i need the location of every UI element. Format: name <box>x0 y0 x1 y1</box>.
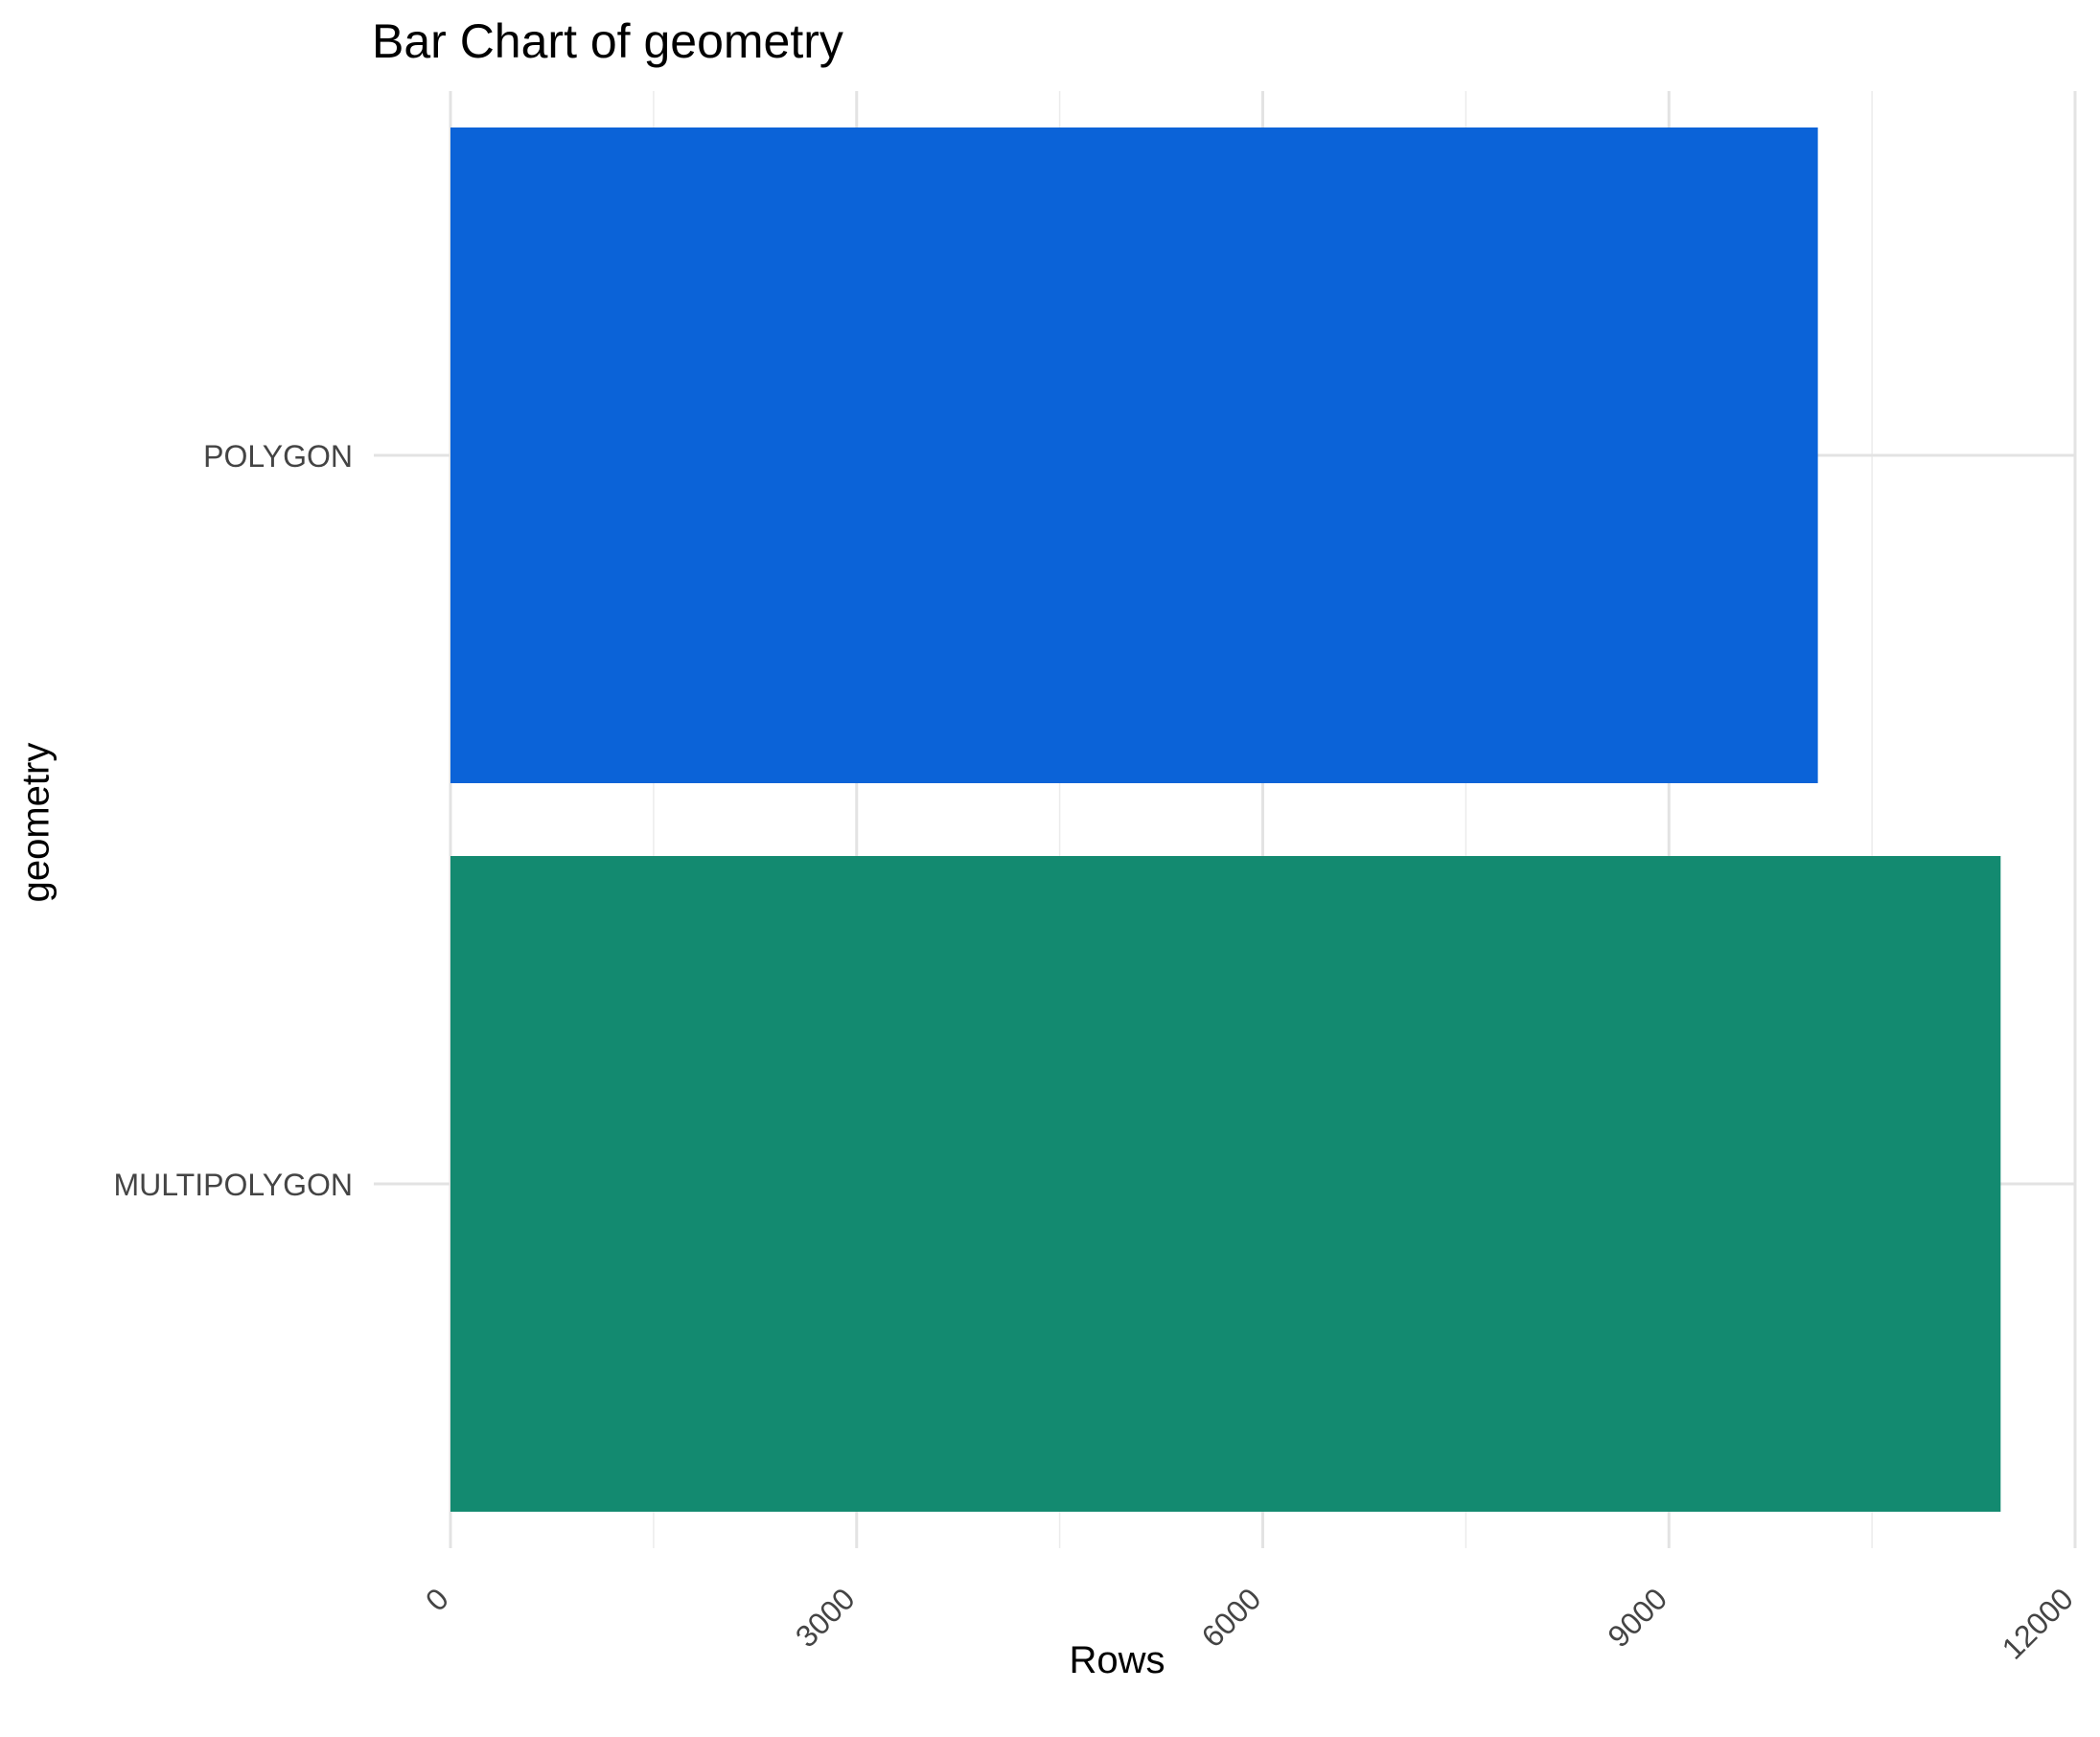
y-tick-label: MULTIPOLYGON <box>113 1168 353 1202</box>
bar-polygon <box>450 127 1818 783</box>
y-axis-label: geometry <box>14 742 58 903</box>
x-axis-label: Rows <box>1069 1639 1165 1681</box>
x-tick-label: 0 <box>419 1581 455 1617</box>
y-axis-label-wrap: geometry <box>8 727 65 918</box>
y-tick-label: POLYGON <box>203 439 353 474</box>
bar-multipolygon <box>450 856 2001 1512</box>
chart-title: Bar Chart of geometry <box>372 14 843 68</box>
